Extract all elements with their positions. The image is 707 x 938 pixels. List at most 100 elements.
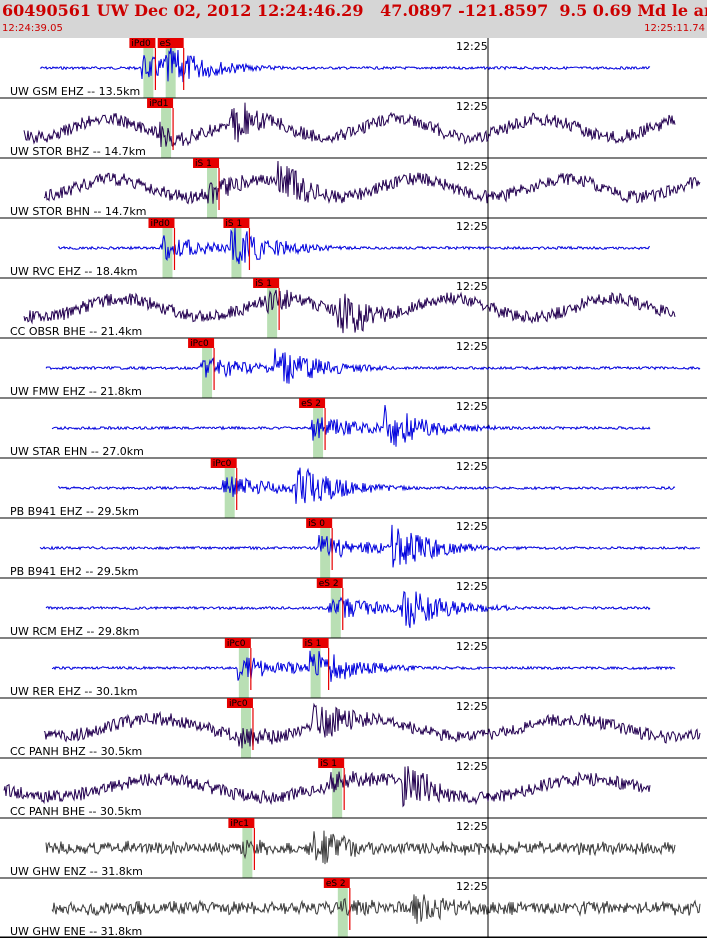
phase-pick[interactable]: iS 1 [193,158,220,210]
station-label: UW GSM EHZ -- 13.5km [10,85,140,98]
phase-pick[interactable]: iPc0 [226,698,254,750]
time-tick-label: 12:25 [456,520,488,533]
s-arrival-band [231,219,242,278]
window-end-time: 12:25:11.74 [644,23,705,34]
event-header: 60490561 UW Dec 02, 2012 12:24:46.29 47.… [0,0,707,38]
phase-pick-label: iS 1 [320,759,337,769]
trace-row[interactable]: 12:25 iPd0 eS UW GSM EHZ -- 13.5km [0,38,707,99]
station-label: UW STOR BHZ -- 14.7km [10,145,146,158]
waveform [45,348,701,384]
station-label: UW STOR BHN -- 14.7km [10,205,146,218]
time-tick-label: 12:25 [456,220,488,233]
waveform [44,160,701,205]
phase-pick[interactable]: eS 2 [316,578,344,630]
phase-pick[interactable]: iPd0 [148,218,176,270]
waveform [39,46,651,83]
p-arrival-band [161,99,172,158]
phase-pick-flag [323,878,350,888]
time-tick-label: 12:25 [456,820,488,833]
phase-pick-label: eS 2 [301,399,321,409]
trace-row[interactable]: 12:25 iPd1 UW STOR BHZ -- 14.7km [0,98,707,159]
phase-pick[interactable]: iS 1 [223,218,251,270]
phase-pick[interactable]: iPc0 [224,638,252,690]
waveform [45,590,651,629]
phase-pick[interactable]: iPd0 [129,38,156,90]
time-tick-label: 12:25 [456,460,488,473]
phase-pick-flag [318,758,345,768]
phase-pick-flag [223,218,250,228]
station-label: UW GHW ENZ -- 31.8km [10,865,143,878]
trace-row[interactable]: 12:25 iS 0 PB B941 EH2 -- 29.5km [0,518,707,579]
phase-pick-label: iS 1 [255,279,272,289]
waveform [3,766,651,808]
time-tick-label: 12:25 [456,580,488,593]
phase-pick[interactable]: iS 1 [302,638,330,690]
trace-row[interactable]: 12:25 iPc0 iS 1 UW RER EHZ -- 30.1km [0,638,707,699]
station-label: UW STAR EHN -- 27.0km [10,445,144,458]
station-label: CC PANH BHZ -- 30.5km [10,745,142,758]
phase-pick[interactable]: iS 1 [318,758,345,810]
phase-pick[interactable]: eS [157,38,185,90]
waveform [43,702,701,749]
waveform [51,405,651,447]
phase-pick-flag [299,398,326,408]
phase-pick[interactable]: iPc0 [188,338,215,390]
station-label: CC OBSR BHE -- 21.4km [10,325,142,338]
phase-pick-flag [157,38,184,48]
phase-pick-label: iPc0 [190,339,209,349]
phase-pick[interactable]: iPd1 [147,98,174,150]
trace-row[interactable]: 12:25 iPd0 iS 1 UW RVC EHZ -- 18.4km [0,218,707,279]
phase-pick-flag [188,338,215,348]
phase-pick-label: iPc0 [213,459,232,469]
trace-row[interactable]: 12:25 eS 2 UW RCM EHZ -- 29.8km [0,578,707,639]
phase-pick[interactable]: iPc0 [210,458,238,510]
phase-pick-flag [302,638,329,648]
trace-row[interactable]: 12:25 eS 2 UW STAR EHN -- 27.0km [0,398,707,459]
p-arrival-band [238,639,249,698]
window-start-time: 12:24:39.05 [2,23,63,34]
phase-pick[interactable]: iPc1 [228,818,255,870]
phase-pick-flag [147,98,174,108]
phase-pick-flag [306,518,333,528]
waveform [57,467,676,504]
station-label: PB B941 EH2 -- 29.5km [10,565,138,578]
time-tick-label: 12:25 [456,880,488,893]
waveform [23,102,676,148]
p-arrival-band [330,579,341,638]
phase-pick-label: eS 2 [319,579,339,589]
trace-row[interactable]: 12:25 iS 1 CC PANH BHE -- 30.5km [0,758,707,819]
phase-pick[interactable]: eS 2 [323,878,351,930]
trace-row[interactable]: 12:25 eS 2 UW GHW ENE -- 31.8km [0,878,707,938]
trace-row[interactable]: 12:25 iPc0 UW FMW EHZ -- 21.8km [0,338,707,399]
p-arrival-band [332,759,343,818]
trace-row[interactable]: 12:25 iPc0 PB B941 EHZ -- 29.5km [0,458,707,519]
seismogram-panel[interactable]: 12:25 iPd0 eS UW GSM EHZ -- 13.5km 12:25 iPd1… [0,38,707,938]
station-label: UW FMW EHZ -- 21.8km [10,385,142,398]
phase-pick-label: iPd0 [131,39,151,49]
p-arrival-band [143,39,154,98]
time-tick-label: 12:25 [456,700,488,713]
waveform [51,894,701,924]
trace-row[interactable]: 12:25 iS 1 UW STOR BHN -- 14.7km [0,158,707,219]
phase-pick-flag [228,818,255,828]
phase-pick-flag [316,578,343,588]
phase-pick-label: iS 0 [308,519,325,529]
phase-pick-flag [226,698,253,708]
trace-row[interactable]: 12:25 iPc1 UW GHW ENZ -- 31.8km [0,818,707,879]
trace-row[interactable]: 12:25 iPc0 CC PANH BHZ -- 30.5km [0,698,707,759]
station-label: PB B941 EHZ -- 29.5km [10,505,139,518]
trace-row[interactable]: 12:25 iS 1 CC OBSR BHE -- 21.4km [0,278,707,339]
phase-pick-flag [224,638,251,648]
phase-pick-label: iS 1 [305,639,322,649]
phase-pick[interactable]: iS 1 [253,278,280,330]
phase-pick[interactable]: eS 2 [299,398,326,450]
phase-pick-flag [148,218,175,228]
phase-pick-flag [253,278,280,288]
waveform [45,830,676,865]
phase-pick-label: iS 1 [195,159,212,169]
phase-pick[interactable]: iS 0 [306,518,333,570]
event-title: 60490561 UW Dec 02, 2012 12:24:46.29 47.… [2,1,707,20]
p-arrival-band [240,699,251,758]
phase-pick-label: iPd0 [150,219,170,229]
station-label: UW GHW ENE -- 31.8km [10,925,142,938]
